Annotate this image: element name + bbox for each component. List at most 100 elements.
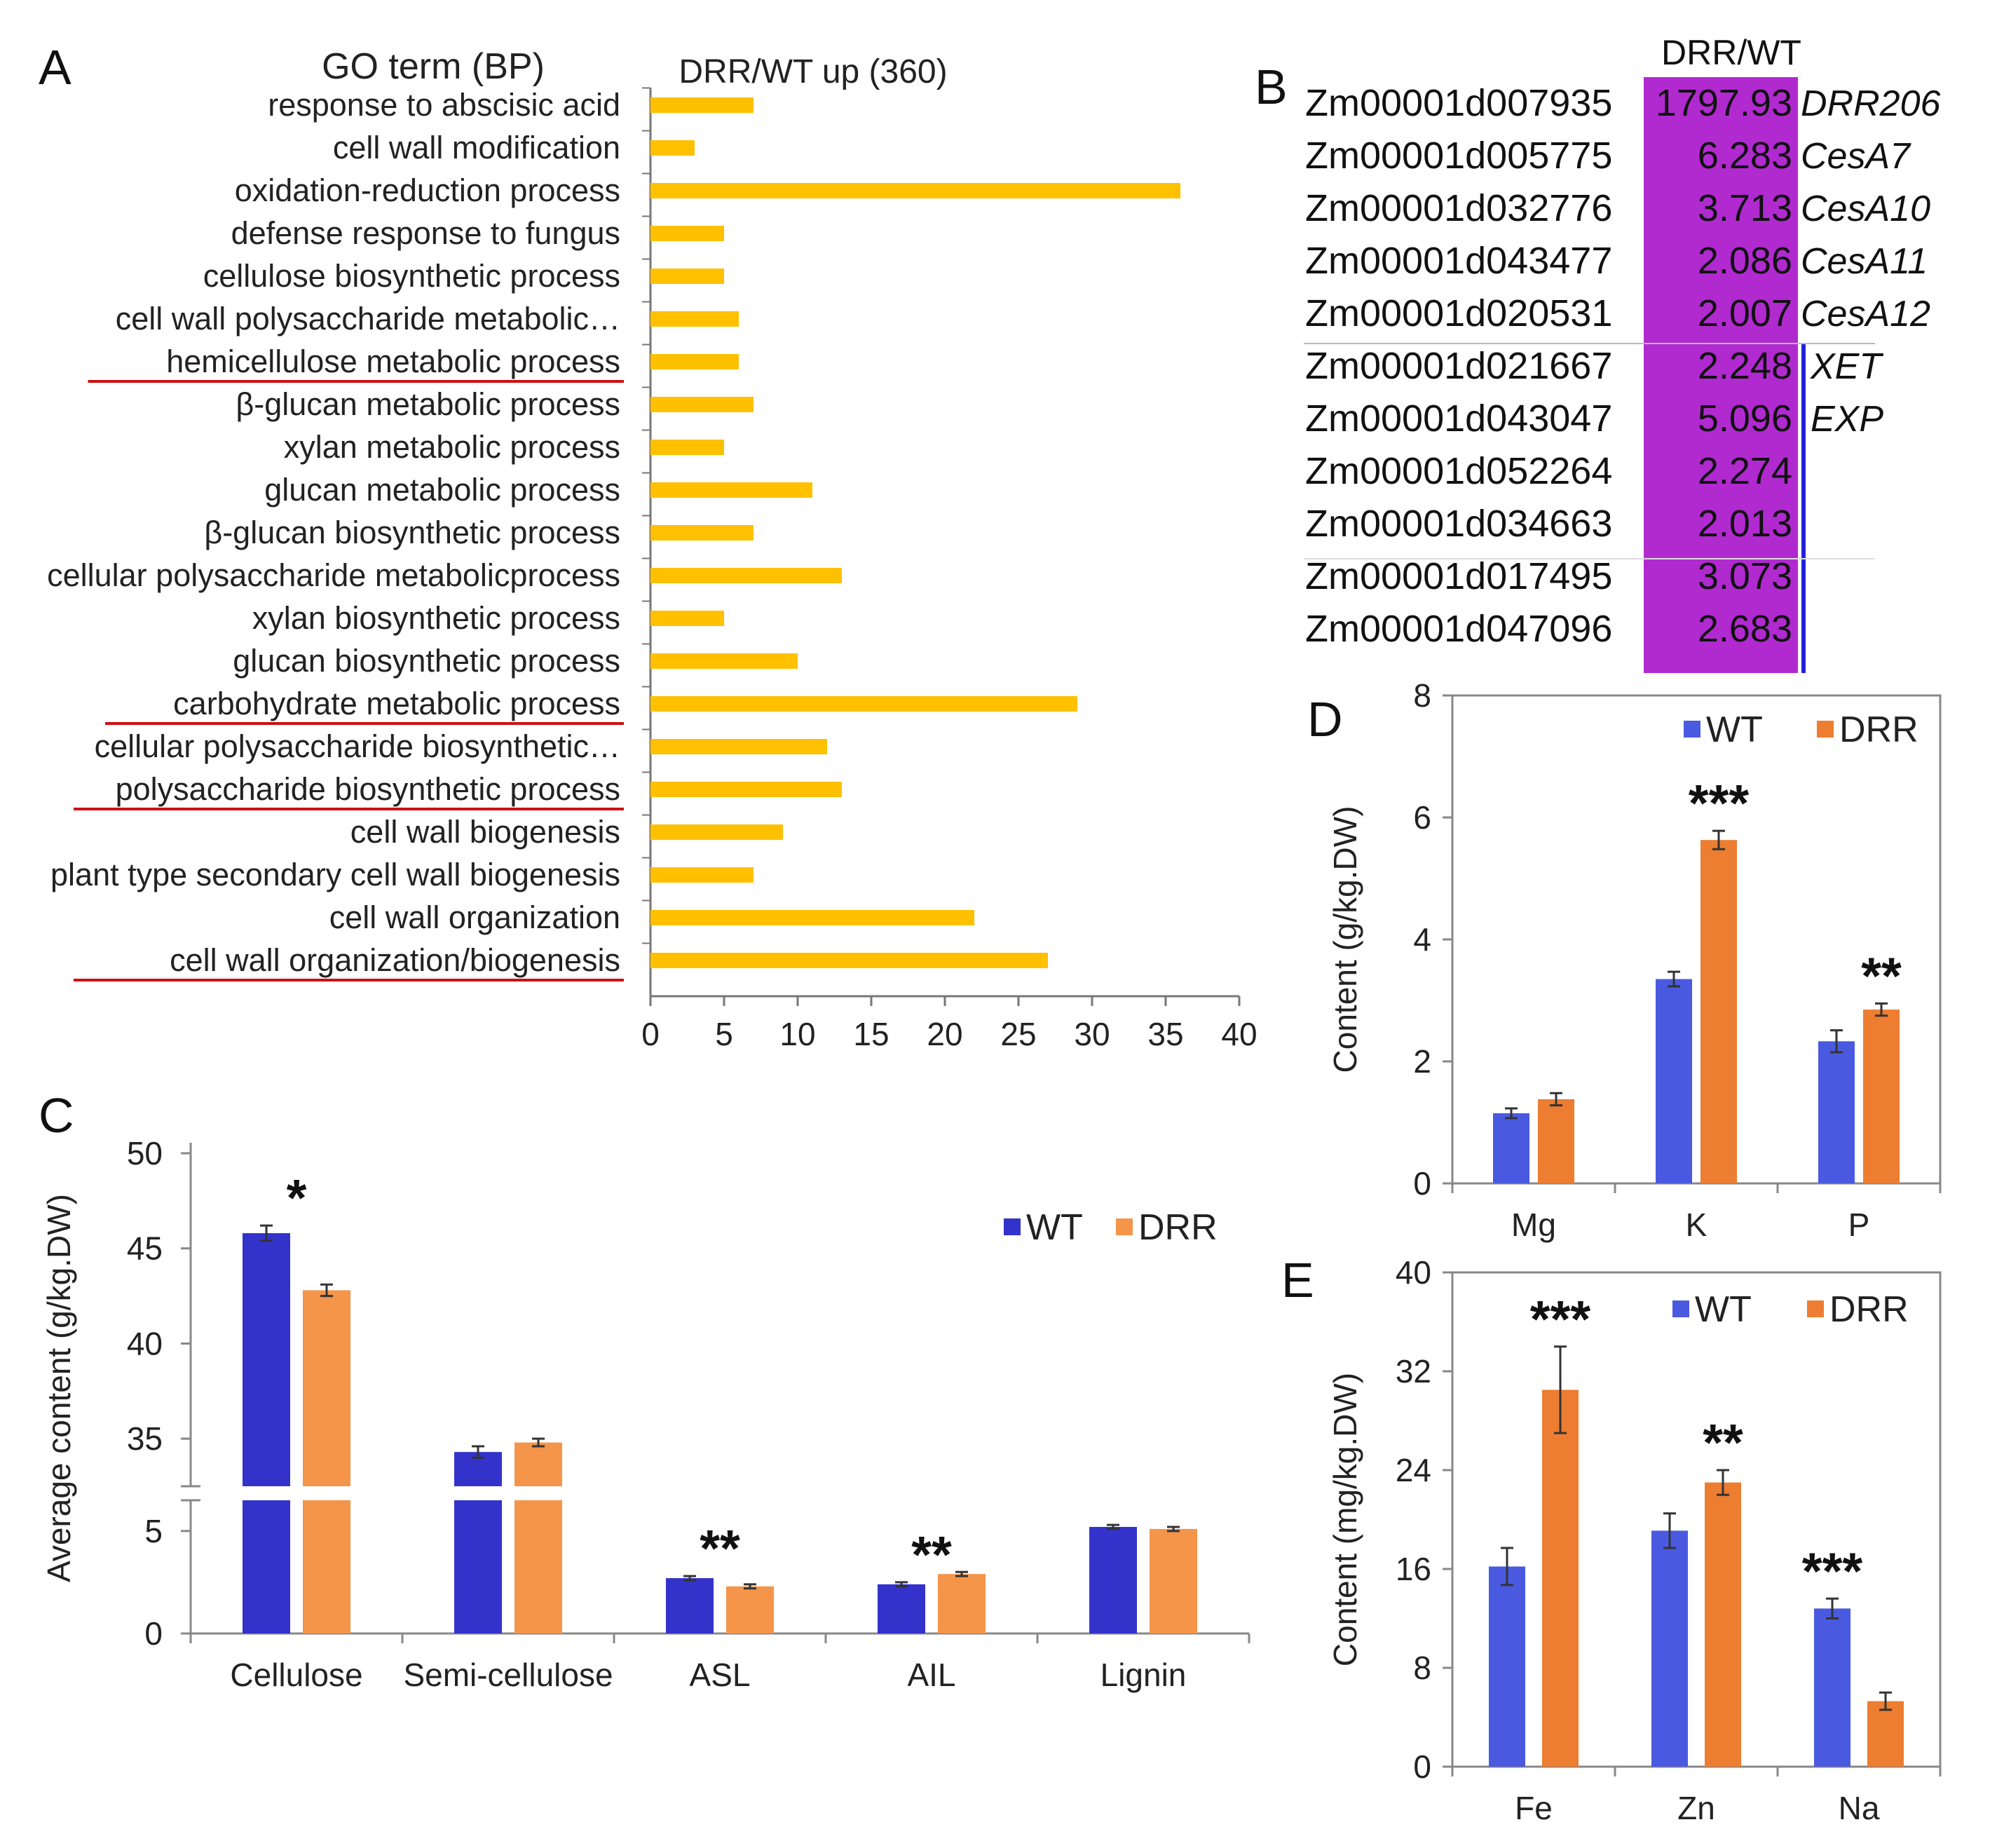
a-term-label: defense response to fungus [231,215,620,251]
panel-letter-c: C [39,1088,74,1143]
e-bar-wt [1651,1530,1688,1767]
table-ratio-value: 2.248 [1698,345,1792,387]
e-y-tick-label: 32 [1396,1353,1431,1390]
table-gene-name: CesA10 [1801,189,1930,229]
panel-letter-b: B [1255,60,1288,114]
table-gene-id: Zm00001d020531 [1305,292,1612,334]
panel-c-content-chart: Cellulose * Semi-cellulose ASL ** AIL ** Lignin… [41,1135,1269,1693]
go-term-header: GO term (BP) [322,46,545,87]
a-x-tick-label: 25 [1000,1016,1036,1052]
e-x-tick-label: Zn [1677,1790,1715,1826]
a-bar [650,311,739,327]
table-ratio-value: 5.096 [1698,398,1792,440]
c-bar-wt [666,1578,714,1633]
a-term-label: cell wall organization [329,899,620,935]
table-gene-id: Zm00001d034663 [1305,503,1612,545]
table-ratio-value: 3.713 [1698,187,1792,229]
d-legend-swatch-drr [1817,721,1834,738]
c-x-tick-label: ASL [690,1657,751,1693]
a-x-tick-label: 40 [1221,1016,1257,1052]
d-y-tick-label: 4 [1413,921,1431,958]
c-legend-swatch-wt [1004,1218,1021,1235]
a-bar [650,482,812,498]
a-bar [650,867,754,883]
e-y-tick-label: 24 [1396,1452,1431,1488]
table-ratio-value: 6.283 [1698,135,1792,177]
a-term-label: xylan biosynthetic process [252,600,620,636]
table-header: DRR/WT [1661,33,1801,72]
a-bar [650,653,798,669]
e-bar-drr [1542,1390,1579,1767]
e-y-tick-label: 0 [1413,1748,1431,1785]
table-ratio-value: 2.007 [1698,292,1792,334]
a-x-tick-label: 20 [927,1016,962,1052]
d-significance: ** [1861,946,1902,1005]
table-gene-id: Zm00001d043047 [1305,398,1612,440]
c-significance: ** [700,1519,740,1577]
a-bar [650,824,783,840]
a-term-label: cell wall biogenesis [350,814,620,850]
e-bar-drr [1867,1701,1904,1767]
c-y-tick-label: 50 [127,1135,163,1171]
panel-letter-a: A [39,40,71,95]
a-bar [650,525,754,541]
e-x-tick-label: Fe [1515,1790,1553,1826]
a-term-label: cellular polysaccharide metabolicprocess [47,557,620,593]
e-x-tick-label: Na [1839,1790,1880,1826]
d-x-tick-label: K [1686,1207,1708,1243]
d-y-tick-label: 6 [1413,799,1431,836]
table-gene-id: Zm00001d032776 [1305,187,1612,229]
d-y-tick-label: 2 [1413,1043,1431,1080]
c-bar-drr [1150,1528,1197,1633]
table-gene-id: Zm00001d047096 [1305,608,1612,650]
table-ratio-value: 1797.93 [1656,82,1792,124]
panel-letter-d: D [1307,692,1343,747]
e-legend-drr: DRR [1829,1289,1909,1330]
table-ratio-value: 2.683 [1698,608,1792,650]
a-term-label: β-glucan metabolic process [236,386,620,422]
table-gene-name: CesA12 [1801,294,1930,334]
table-ratio-value: 2.013 [1698,503,1792,545]
e-bar-wt [1489,1566,1525,1767]
d-x-tick-label: P [1848,1207,1870,1243]
e-bar-wt [1814,1608,1850,1767]
a-x-tick-label: 0 [641,1016,660,1052]
c-significance: * [287,1169,307,1227]
a-term-label: oxidation-reduction process [235,172,620,208]
a-term-label: plant type secondary cell wall biogenesi… [50,857,620,892]
d-bar-drr [1700,840,1737,1183]
table-gene-id: Zm00001d017495 [1305,555,1612,597]
a-x-tick-label: 30 [1074,1016,1110,1052]
a-term-label: cellulose biosynthetic process [203,258,620,294]
c-x-tick-label: AIL [907,1657,955,1693]
c-y-tick-label: 45 [127,1230,163,1267]
panel-b-gene-table: DRR/WT Zm00001d007935 1797.93 DRR206 Zm0000… [1304,33,1940,673]
e-legend-wt: WT [1695,1289,1752,1330]
d-y-tick-label: 0 [1413,1165,1431,1202]
d-y-tick-label: 8 [1413,677,1431,714]
c-legend-drr: DRR [1138,1207,1218,1248]
e-legend-swatch-drr [1807,1300,1824,1317]
c-y-tick-label: 0 [144,1615,163,1652]
d-x-tick-label: Mg [1511,1207,1556,1243]
a-bar [650,739,827,754]
c-bar-drr [303,1290,350,1633]
table-gene-name: CesA7 [1801,136,1911,177]
e-plot-frame [1451,1271,1942,1768]
a-x-tick-label: 35 [1147,1016,1183,1052]
a-bar [650,226,724,241]
a-x-tick-label: 10 [779,1016,815,1052]
e-legend-swatch-wt [1672,1300,1689,1317]
a-bar [650,269,724,284]
a-bar [650,354,739,369]
panel-a-go-bar-chart: response to abscisic acid cell wall modif… [47,87,1257,1052]
e-y-axis-title: Content (mg/kg.DW) [1327,1373,1363,1666]
panel-letter-e: E [1281,1253,1314,1307]
a-term-label: hemicellulose metabolic process [166,344,620,379]
c-y-axis-title: Average content (g/kg.DW) [41,1194,77,1582]
table-ratio-value: 2.274 [1698,450,1792,492]
a-bar [650,953,1048,968]
a-term-label: carbohydrate metabolic process [173,686,620,721]
c-bar-wt [243,1233,290,1633]
e-bar-drr [1705,1482,1741,1767]
